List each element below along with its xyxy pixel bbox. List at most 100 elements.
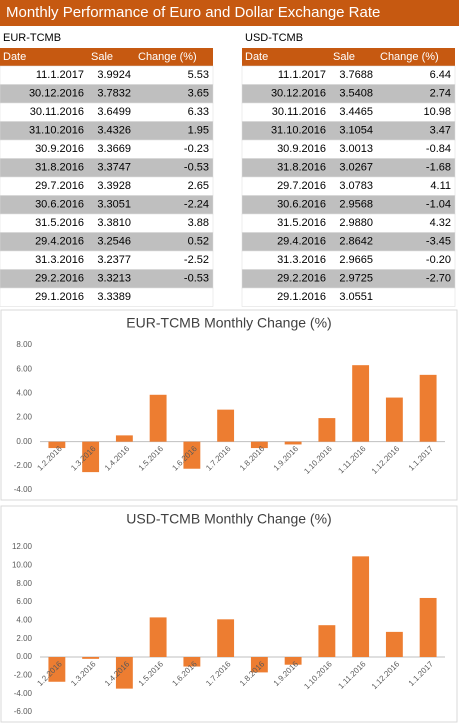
- table-cell: 2.9725: [339, 273, 373, 285]
- y-tick-label: 0.00: [16, 652, 32, 661]
- table-cell: 31.3.2016: [277, 254, 326, 266]
- table-cell: 31.3.2016: [35, 254, 84, 266]
- bar: [115, 657, 133, 689]
- table-cell: 3.0013: [339, 143, 373, 155]
- y-tick-label: 6.00: [16, 597, 32, 606]
- column-header: Change (%): [138, 51, 197, 63]
- bar: [149, 394, 167, 442]
- table-cell: 31.5.2016: [277, 217, 326, 229]
- table-title: EUR-TCMB: [3, 32, 61, 44]
- table-cell: -2.52: [184, 254, 209, 266]
- table-cell: 30.9.2016: [35, 143, 84, 155]
- bar: [318, 625, 336, 657]
- bar: [419, 597, 437, 657]
- bar: [183, 441, 201, 469]
- table-cell: 31.10.2016: [271, 125, 326, 137]
- y-tick-label: 12.00: [12, 542, 33, 551]
- table-cell: -0.53: [184, 273, 209, 285]
- table-cell: 30.9.2016: [277, 143, 326, 155]
- table-cell: 3.3928: [97, 180, 131, 192]
- table-cell: 2.9568: [339, 199, 373, 211]
- bar: [217, 409, 235, 442]
- table-cell: 3.0783: [339, 180, 373, 192]
- table-cell: 11.1.2017: [36, 69, 84, 81]
- column-header: Change (%): [380, 51, 439, 63]
- table-cell: 2.8642: [339, 236, 373, 248]
- table-cell: 29.2.2016: [35, 273, 84, 285]
- y-tick-label: 8.00: [16, 579, 32, 588]
- table-title: USD-TCMB: [245, 32, 303, 44]
- table-cell: 3.5408: [339, 88, 373, 100]
- y-tick-label: -2.00: [14, 461, 33, 470]
- table-cell: 2.9665: [339, 254, 373, 266]
- bar: [115, 435, 133, 442]
- y-tick-label: -4.00: [14, 689, 33, 698]
- table-cell: -2.70: [426, 273, 451, 285]
- table-cell: 30.6.2016: [277, 199, 326, 211]
- table-cell: -1.68: [426, 162, 451, 174]
- bar: [318, 418, 336, 442]
- table-cell: 4.32: [430, 217, 451, 229]
- table-cell: 3.6499: [97, 106, 131, 118]
- table-cell: 31.8.2016: [277, 162, 326, 174]
- table-cell: 31.5.2016: [35, 217, 84, 229]
- table-cell: 11.1.2017: [278, 69, 326, 81]
- bar: [183, 657, 201, 667]
- table-cell: 29.2.2016: [277, 273, 326, 285]
- table-cell: 29.4.2016: [277, 236, 326, 248]
- table-cell: 2.65: [188, 180, 209, 192]
- table-cell: -0.84: [426, 143, 451, 155]
- y-tick-label: 8.00: [16, 340, 32, 349]
- y-tick-label: 2.00: [16, 634, 32, 643]
- chart-area: [0, 505, 458, 723]
- table-cell: 3.3213: [97, 273, 131, 285]
- table-cell: 30.12.2016: [271, 88, 326, 100]
- y-tick-label: 6.00: [16, 364, 32, 373]
- table-cell: 6.33: [188, 106, 209, 118]
- table-cell: 1.95: [188, 125, 209, 137]
- table-cell: -1.04: [426, 199, 451, 211]
- table-cell: 3.88: [188, 217, 209, 229]
- table-cell: 3.3810: [97, 217, 131, 229]
- table-cell: 3.3389: [97, 291, 131, 303]
- y-tick-label: 4.00: [16, 615, 32, 624]
- table-cell: 29.1.2016: [35, 291, 84, 303]
- table-cell: 3.2377: [97, 254, 131, 266]
- y-tick-label: -4.00: [14, 485, 33, 494]
- table-cell: 29.7.2016: [277, 180, 326, 192]
- y-tick-label: -2.00: [14, 670, 33, 679]
- table-cell: 3.9924: [97, 69, 131, 81]
- chart-title: EUR-TCMB Monthly Change (%): [126, 315, 331, 331]
- table-cell: 29.4.2016: [35, 236, 84, 248]
- table-cell: 30.12.2016: [29, 88, 84, 100]
- bar: [385, 397, 403, 442]
- table-row: [241, 287, 456, 307]
- table-cell: 30.6.2016: [35, 199, 84, 211]
- table-cell: 10.98: [423, 106, 451, 118]
- bar: [284, 441, 302, 445]
- bar: [352, 365, 370, 442]
- page-title: Monthly Performance of Euro and Dollar E…: [6, 4, 380, 21]
- table-cell: 30.11.2016: [272, 106, 326, 118]
- table-row: [0, 287, 214, 307]
- bar: [284, 657, 302, 665]
- bar: [82, 657, 100, 659]
- table-cell: 29.7.2016: [35, 180, 84, 192]
- table-cell: 5.53: [188, 69, 209, 81]
- table-cell: 3.0267: [339, 162, 373, 174]
- y-tick-label: 4.00: [16, 388, 32, 397]
- table-cell: 31.8.2016: [35, 162, 84, 174]
- title-bar: [0, 0, 459, 26]
- table-cell: 3.65: [188, 88, 209, 100]
- table-cell: 3.3669: [97, 143, 131, 155]
- table-cell: 4.11: [430, 180, 451, 192]
- table-cell: -0.20: [426, 254, 451, 266]
- y-tick-label: 10.00: [12, 560, 33, 569]
- header-row: [242, 48, 455, 66]
- table-cell: -0.53: [184, 162, 209, 174]
- table-cell: 30.11.2016: [30, 106, 84, 118]
- table-cell: -3.45: [426, 236, 451, 248]
- table-cell: 3.2546: [97, 236, 131, 248]
- bar: [250, 657, 268, 673]
